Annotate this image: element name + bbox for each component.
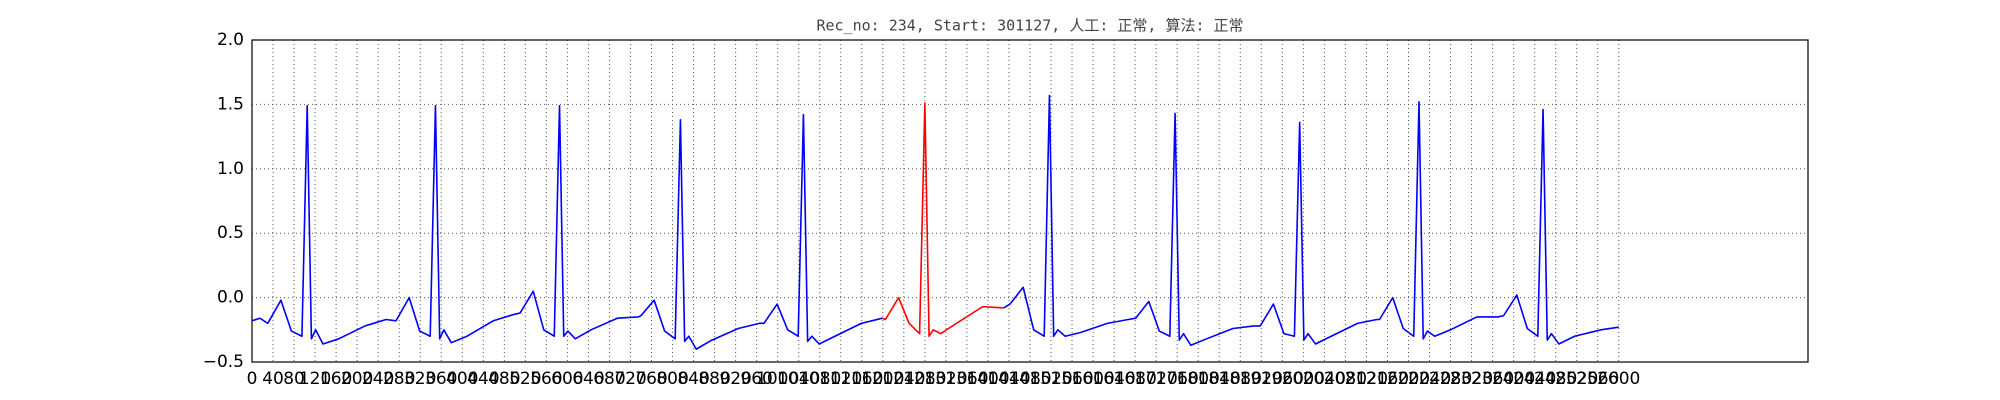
x-tick-label: 960	[740, 369, 772, 389]
x-tick-label: 1080	[798, 369, 841, 389]
x-tick-label: 1720	[1135, 369, 1178, 389]
x-tick-label: 600	[551, 369, 583, 389]
x-tick-label: 2600	[1597, 369, 1640, 389]
x-tick-label: 2520	[1555, 369, 1598, 389]
chart-title: Rec_no: 234, Start: 301127, 人工: 正常, 算法: …	[816, 17, 1243, 35]
x-tick-label: 1160	[840, 369, 883, 389]
x-tick-label: 1240	[882, 369, 925, 389]
x-tick-label: 2560	[1576, 369, 1619, 389]
series-line	[251, 94, 1619, 350]
x-tick-label: 1480	[1008, 369, 1051, 389]
x-tick-label: 2320	[1450, 369, 1493, 389]
series-line	[881, 102, 1004, 338]
x-tick-label: 1800	[1177, 369, 1220, 389]
x-tick-label: 2040	[1303, 369, 1346, 389]
x-tick-label: 120	[299, 369, 331, 389]
x-tick-label: 1560	[1050, 369, 1093, 389]
x-tick-label: 1440	[987, 369, 1030, 389]
x-tick-label: 2000	[1282, 369, 1325, 389]
x-tick-label: 760	[635, 369, 667, 389]
x-tick-label: 800	[656, 369, 688, 389]
x-tick-label: 1320	[924, 369, 967, 389]
x-tick-label: 2240	[1408, 369, 1451, 389]
x-tick-label: 400	[446, 369, 478, 389]
x-tick-label: 360	[425, 369, 457, 389]
x-tick-label: 1920	[1240, 369, 1283, 389]
y-tick-label: 2.0	[217, 30, 244, 50]
x-tick-label: 680	[593, 369, 625, 389]
x-tick-label: 480	[488, 369, 520, 389]
x-tick-label: 160	[320, 369, 352, 389]
x-tick-label: 320	[404, 369, 436, 389]
x-tick-label: 2480	[1534, 369, 1577, 389]
x-tick-label: 2400	[1492, 369, 1535, 389]
x-tick-label: 2360	[1471, 369, 1514, 389]
x-tick-label: 280	[383, 369, 415, 389]
x-tick-label: 880	[698, 369, 730, 389]
x-tick-label: 1040	[777, 369, 820, 389]
x-tick-label: 1760	[1156, 369, 1199, 389]
x-tick-label: 2200	[1387, 369, 1430, 389]
x-tick-label: 1280	[903, 369, 946, 389]
x-tick-label: 1200	[861, 369, 904, 389]
x-tick-label: 1360	[945, 369, 988, 389]
x-tick-label: 920	[719, 369, 751, 389]
x-tick-label: 1600	[1071, 369, 1114, 389]
y-tick-label: 0.5	[217, 223, 244, 243]
y-tick-label: 1.5	[217, 94, 244, 114]
x-tick-label: 2440	[1513, 369, 1556, 389]
x-tick-label: 2120	[1345, 369, 1388, 389]
x-tick-label: 1120	[819, 369, 862, 389]
x-tick-label: 2160	[1366, 369, 1409, 389]
x-tick-label: 0	[247, 369, 258, 389]
x-tick-label: 1520	[1029, 369, 1072, 389]
y-tick-label: −0.5	[203, 352, 244, 372]
x-tick-label: 2080	[1324, 369, 1367, 389]
x-tick-label: 1680	[1114, 369, 1157, 389]
x-tick-label: 1880	[1219, 369, 1262, 389]
plot-frame	[251, 39, 1809, 363]
x-tick-label: 200	[341, 369, 373, 389]
x-tick-label: 560	[530, 369, 562, 389]
x-tick-label: 240	[362, 369, 394, 389]
x-tick-label: 2280	[1429, 369, 1472, 389]
x-tick-label: 1640	[1092, 369, 1135, 389]
x-tick-label: 1840	[1198, 369, 1241, 389]
x-tick-label: 80	[283, 369, 305, 389]
x-tick-label: 440	[467, 369, 499, 389]
x-tick-label: 40	[262, 369, 284, 389]
x-tick-label: 1000	[756, 369, 799, 389]
x-tick-label: 520	[509, 369, 541, 389]
y-tick-label: 0.0	[217, 288, 244, 308]
x-tick-label: 640	[572, 369, 604, 389]
x-tick-label: 1400	[966, 369, 1009, 389]
x-tick-label: 840	[677, 369, 709, 389]
x-tick-label: 720	[614, 369, 646, 389]
y-tick-label: 1.0	[217, 159, 244, 179]
x-tick-label: 1960	[1261, 369, 1304, 389]
